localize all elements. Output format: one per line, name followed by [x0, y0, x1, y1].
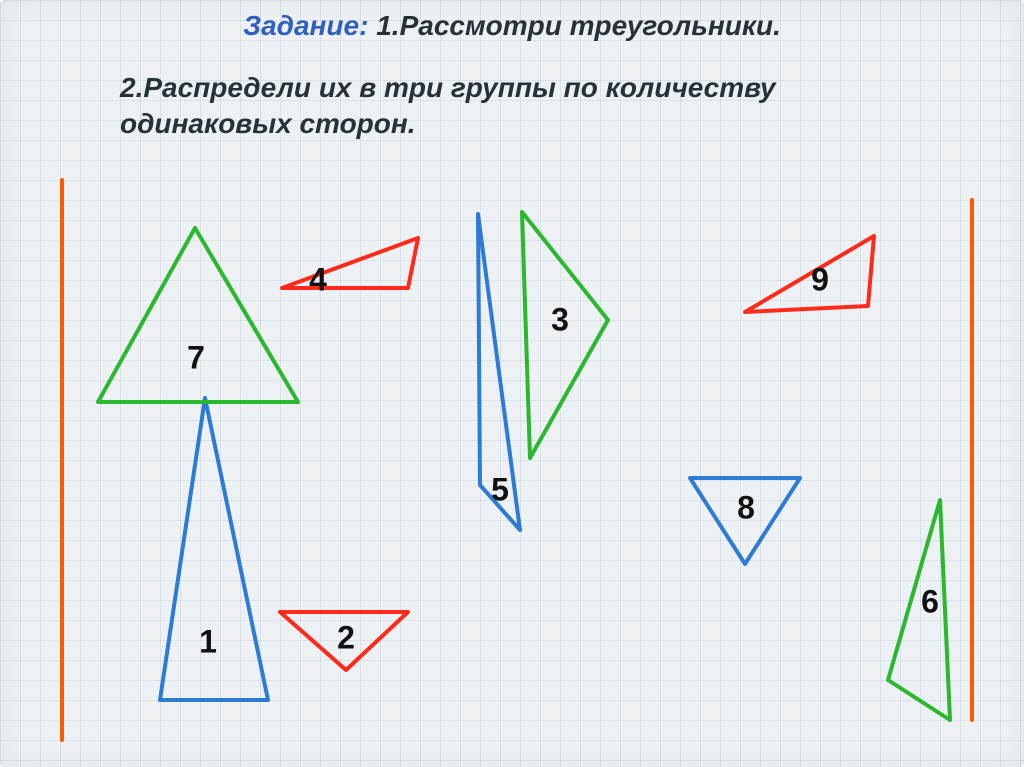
figure-canvas — [0, 0, 1024, 767]
triangle-label-4: 4 — [309, 262, 327, 299]
triangle-6 — [888, 500, 950, 720]
triangle-label-5: 5 — [491, 472, 509, 509]
triangle-label-6: 6 — [921, 584, 939, 621]
triangle-label-3: 3 — [551, 302, 569, 339]
triangle-label-2: 2 — [337, 620, 355, 657]
triangle-label-9: 9 — [811, 262, 829, 299]
worksheet-page: Задание: 1.Рассмотри треугольники. 2.Рас… — [0, 0, 1024, 767]
triangle-label-7: 7 — [187, 340, 205, 377]
triangle-9 — [745, 236, 874, 312]
triangle-label-1: 1 — [199, 624, 217, 661]
triangle-4 — [282, 238, 418, 288]
triangle-label-8: 8 — [737, 490, 755, 527]
